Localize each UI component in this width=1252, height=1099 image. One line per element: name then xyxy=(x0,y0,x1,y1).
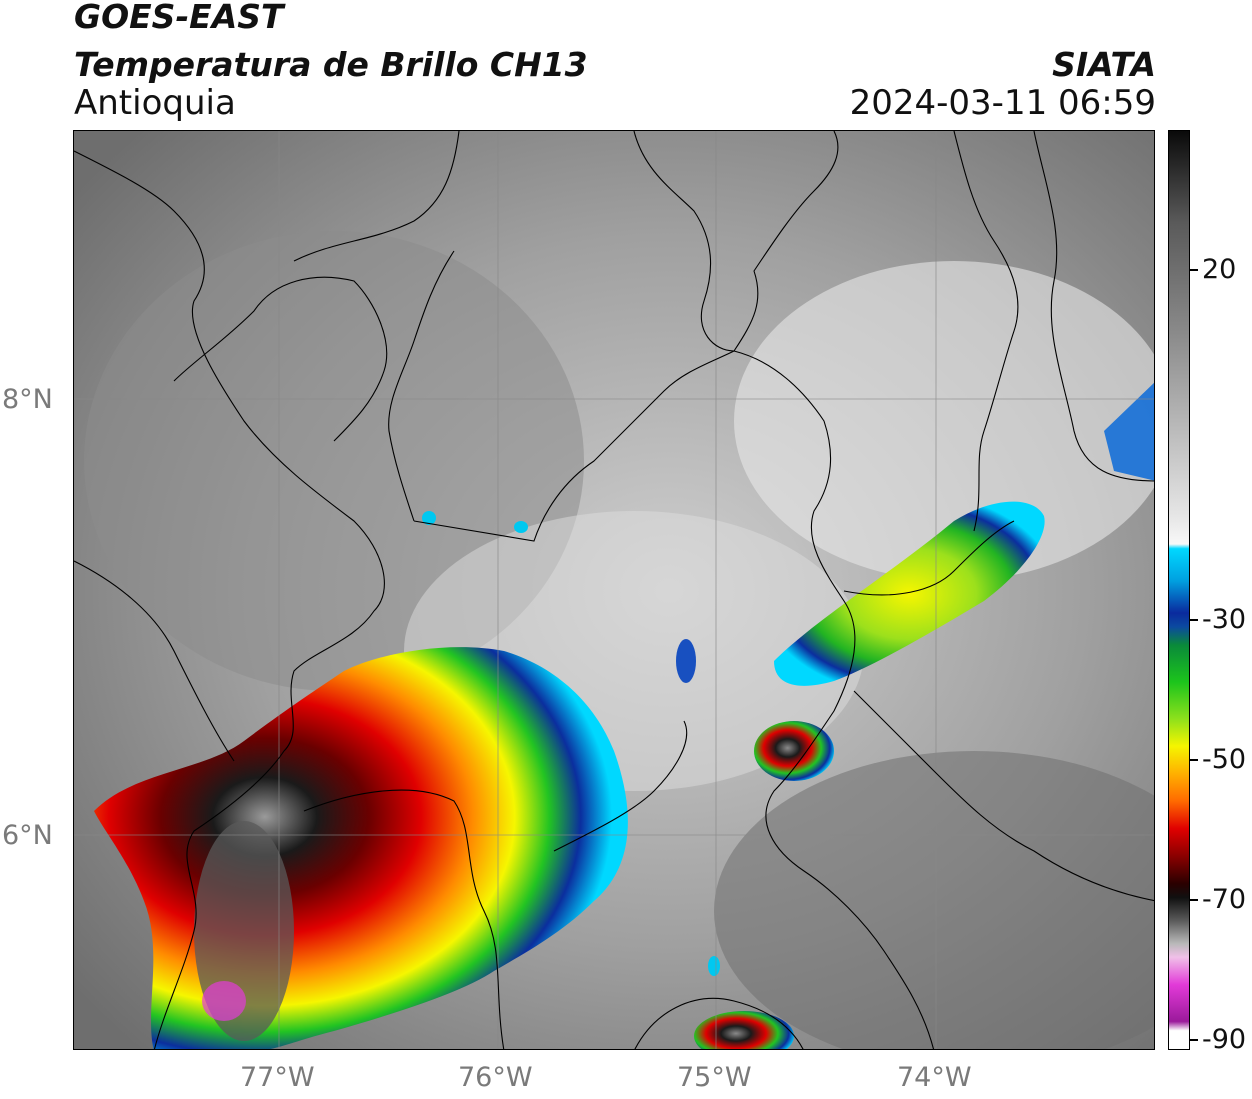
coldest-core-magenta xyxy=(202,981,246,1021)
lat-label-8n: 8°N xyxy=(2,384,53,415)
colorbar-tick xyxy=(1190,759,1198,761)
colorbar xyxy=(1168,130,1190,1050)
colorbar-tick xyxy=(1190,1039,1198,1041)
high-cloud-band xyxy=(734,261,1154,581)
map-panel[interactable] xyxy=(73,130,1155,1050)
lon-label-77w: 77°W xyxy=(240,1062,315,1093)
cloud-speck xyxy=(676,639,696,683)
lon-label-75w: 75°W xyxy=(677,1062,752,1093)
cloud-speck xyxy=(708,956,720,976)
convective-cell-small[interactable] xyxy=(754,721,834,781)
source-label: SIATA xyxy=(1052,45,1156,84)
dark-lowland-area xyxy=(714,751,1154,1049)
lon-label-74w: 74°W xyxy=(897,1062,972,1093)
satellite-title: GOES-EAST xyxy=(74,0,284,36)
colorbar-label-20: 20 xyxy=(1202,254,1237,285)
cloud-speck xyxy=(514,521,528,533)
lon-label-76w: 76°W xyxy=(458,1062,533,1093)
colorbar-label-minus70: -70 xyxy=(1202,884,1247,915)
colorbar-label-minus90: -90 xyxy=(1202,1024,1247,1055)
colorbar-label-minus30: -30 xyxy=(1202,604,1247,635)
datetime-label: 2024-03-11 06:59 xyxy=(849,83,1156,123)
cloud-edge-east xyxy=(1104,382,1154,481)
colorbar-tick xyxy=(1190,619,1198,621)
lat-label-6n: 6°N xyxy=(2,820,53,851)
convective-cloud-northeast[interactable] xyxy=(774,501,1045,686)
admin-boundaries xyxy=(74,131,1154,1049)
convective-cell-south[interactable] xyxy=(694,1011,794,1050)
region-label: Antioquia xyxy=(74,83,236,123)
colorbar-label-minus50: -50 xyxy=(1202,744,1247,775)
graticule xyxy=(74,131,1154,1049)
cloud-speck xyxy=(422,511,436,525)
map-canvas xyxy=(74,131,1154,1050)
colorbar-tick xyxy=(1190,899,1198,901)
colorbar-tick xyxy=(1190,269,1198,271)
product-title: Temperatura de Brillo CH13 xyxy=(74,45,588,84)
